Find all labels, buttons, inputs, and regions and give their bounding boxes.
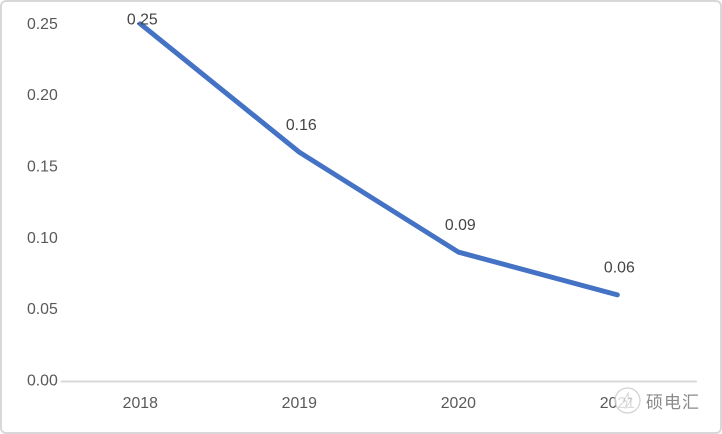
watermark-text: 硕电汇 — [646, 393, 700, 412]
watermark: 硕电汇 — [614, 387, 700, 414]
y-tick-label: 0.25 — [27, 16, 58, 33]
y-tick-label: 0.15 — [27, 158, 58, 175]
data-label: 0.16 — [286, 117, 317, 134]
y-tick-label: 0.20 — [27, 87, 58, 104]
data-label: 0.06 — [604, 260, 635, 277]
data-label: 0.09 — [445, 217, 476, 234]
y-tick-label: 0.05 — [27, 301, 58, 318]
y-tick-label: 0.00 — [27, 372, 58, 389]
x-tick-label: 2018 — [123, 395, 158, 412]
logo-circle-icon — [614, 387, 641, 414]
series-line — [137, 21, 620, 298]
x-tick-label: 2019 — [282, 395, 317, 412]
x-tick-label: 2020 — [441, 395, 476, 412]
data-label: 0.25 — [127, 11, 158, 28]
y-tick-label: 0.10 — [27, 230, 58, 247]
